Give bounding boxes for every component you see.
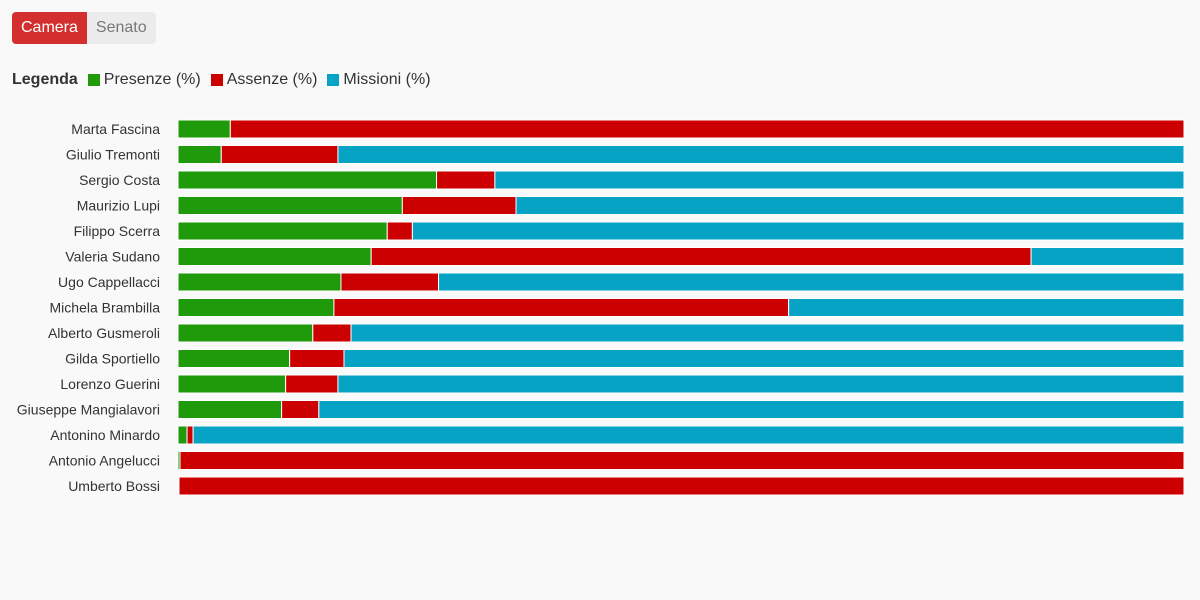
bar-assenze-umberto-bossi[interactable] <box>178 476 1185 496</box>
bar-assenze-antonio-angelucci[interactable] <box>179 451 1185 470</box>
row-label-alberto-gusmeroli: Alberto Gusmeroli <box>48 325 160 341</box>
row-label-michela-brambilla: Michela Brambilla <box>50 300 161 316</box>
bar-missioni-giuseppe-mangialavori[interactable] <box>318 400 1185 419</box>
bar-presenze-marta-fascina[interactable] <box>177 119 231 139</box>
bar-assenze-giulio-tremonti[interactable] <box>220 145 339 164</box>
bar-assenze-giuseppe-mangialavori[interactable] <box>281 400 320 419</box>
bar-missioni-michela-brambilla[interactable] <box>788 298 1185 317</box>
bar-missioni-filippo-scerra[interactable] <box>411 221 1185 241</box>
bar-assenze-gilda-sportiello[interactable] <box>289 349 345 368</box>
bar-presenze-valeria-sudano[interactable] <box>177 247 372 266</box>
bar-presenze-lorenzo-guerini[interactable] <box>177 374 287 394</box>
legend-label-presenze: Presenze (%) <box>103 71 201 88</box>
bar-assenze-valeria-sudano[interactable] <box>370 247 1032 266</box>
bar-presenze-michela-brambilla[interactable] <box>177 298 335 317</box>
legend-swatch-assenze <box>210 74 223 86</box>
bar-assenze-michela-brambilla[interactable] <box>333 298 790 317</box>
legend-label-assenze: Assenze (%) <box>226 71 318 88</box>
bar-presenze-alberto-gusmeroli[interactable] <box>177 323 314 343</box>
legend-item-assenze: Assenze (%) <box>210 71 318 89</box>
bar-missioni-ugo-cappellacci[interactable] <box>438 272 1185 292</box>
row-label-marta-fascina: Marta Fascina <box>71 121 160 137</box>
bar-presenze-maurizio-lupi[interactable] <box>177 196 403 215</box>
row-label-lorenzo-guerini: Lorenzo Guerini <box>60 376 160 392</box>
legend-item-missioni: Missioni (%) <box>327 71 431 89</box>
bar-missioni-maurizio-lupi[interactable] <box>515 196 1185 215</box>
bar-assenze-filippo-scerra[interactable] <box>386 221 413 241</box>
bar-presenze-giulio-tremonti[interactable] <box>177 145 222 164</box>
bar-missioni-antonino-minardo[interactable] <box>192 425 1185 445</box>
bar-assenze-sergio-costa[interactable] <box>436 170 496 190</box>
legend-item-presenze: Presenze (%) <box>87 71 201 89</box>
tab-camera[interactable]: Camera <box>12 12 87 44</box>
row-label-ugo-cappellacci: Ugo Cappellacci <box>58 274 160 290</box>
row-label-valeria-sudano: Valeria Sudano <box>65 249 160 265</box>
row-label-umberto-bossi: Umberto Bossi <box>68 478 160 494</box>
legend-label-missioni: Missioni (%) <box>343 71 431 88</box>
bar-assenze-alberto-gusmeroli[interactable] <box>312 323 352 343</box>
legend: Legenda Presenze (%) Assenze (%) Mission… <box>12 69 441 91</box>
row-label-sergio-costa: Sergio Costa <box>79 172 160 188</box>
bar-missioni-gilda-sportiello[interactable] <box>343 349 1185 368</box>
row-label-filippo-scerra: Filippo Scerra <box>74 223 161 239</box>
row-label-giuseppe-mangialavori: Giuseppe Mangialavori <box>17 402 160 418</box>
bar-assenze-marta-fascina[interactable] <box>229 119 1185 139</box>
tab-senato[interactable]: Senato <box>86 12 156 44</box>
bar-missioni-valeria-sudano[interactable] <box>1030 247 1185 266</box>
bar-presenze-sergio-costa[interactable] <box>177 170 438 190</box>
row-label-antonio-angelucci: Antonio Angelucci <box>49 453 160 469</box>
legend-swatch-presenze <box>87 74 100 86</box>
bar-missioni-sergio-costa[interactable] <box>494 170 1185 190</box>
bar-missioni-alberto-gusmeroli[interactable] <box>350 323 1185 343</box>
bar-assenze-maurizio-lupi[interactable] <box>401 196 517 215</box>
row-label-maurizio-lupi: Maurizio Lupi <box>77 198 160 214</box>
legend-swatch-missioni <box>327 74 340 86</box>
bar-assenze-ugo-cappellacci[interactable] <box>340 272 440 292</box>
legend-title: Legenda <box>12 71 78 88</box>
bar-presenze-ugo-cappellacci[interactable] <box>177 272 342 292</box>
bar-presenze-gilda-sportiello[interactable] <box>177 349 291 368</box>
bar-presenze-giuseppe-mangialavori[interactable] <box>177 400 283 419</box>
bar-presenze-antonino-minardo[interactable] <box>177 425 188 445</box>
row-label-antonino-minardo: Antonino Minardo <box>50 427 160 443</box>
bar-assenze-antonino-minardo[interactable] <box>186 425 194 445</box>
bar-assenze-lorenzo-guerini[interactable] <box>285 374 339 394</box>
row-label-gilda-sportiello: Gilda Sportiello <box>65 351 160 367</box>
bar-missioni-giulio-tremonti[interactable] <box>337 145 1185 164</box>
chamber-tabs: Camera Senato <box>12 12 156 44</box>
bar-presenze-filippo-scerra[interactable] <box>177 221 388 241</box>
bar-missioni-lorenzo-guerini[interactable] <box>337 374 1185 394</box>
row-label-giulio-tremonti: Giulio Tremonti <box>66 147 160 163</box>
